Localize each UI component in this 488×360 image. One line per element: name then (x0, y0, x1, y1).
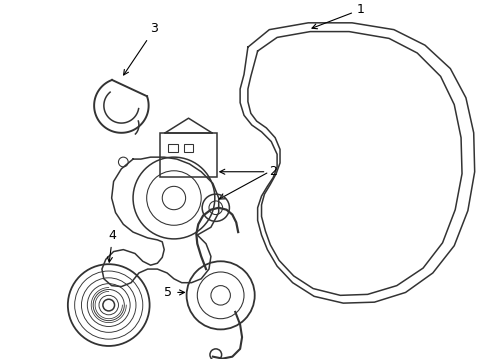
Bar (168, 144, 178, 152)
Text: 2: 2 (220, 165, 277, 178)
Bar (160, 133, 216, 177)
Text: 4: 4 (107, 229, 116, 262)
Text: 1: 1 (311, 3, 364, 29)
Text: 3: 3 (123, 22, 158, 75)
Bar (183, 144, 193, 152)
Text: 5: 5 (164, 286, 184, 299)
